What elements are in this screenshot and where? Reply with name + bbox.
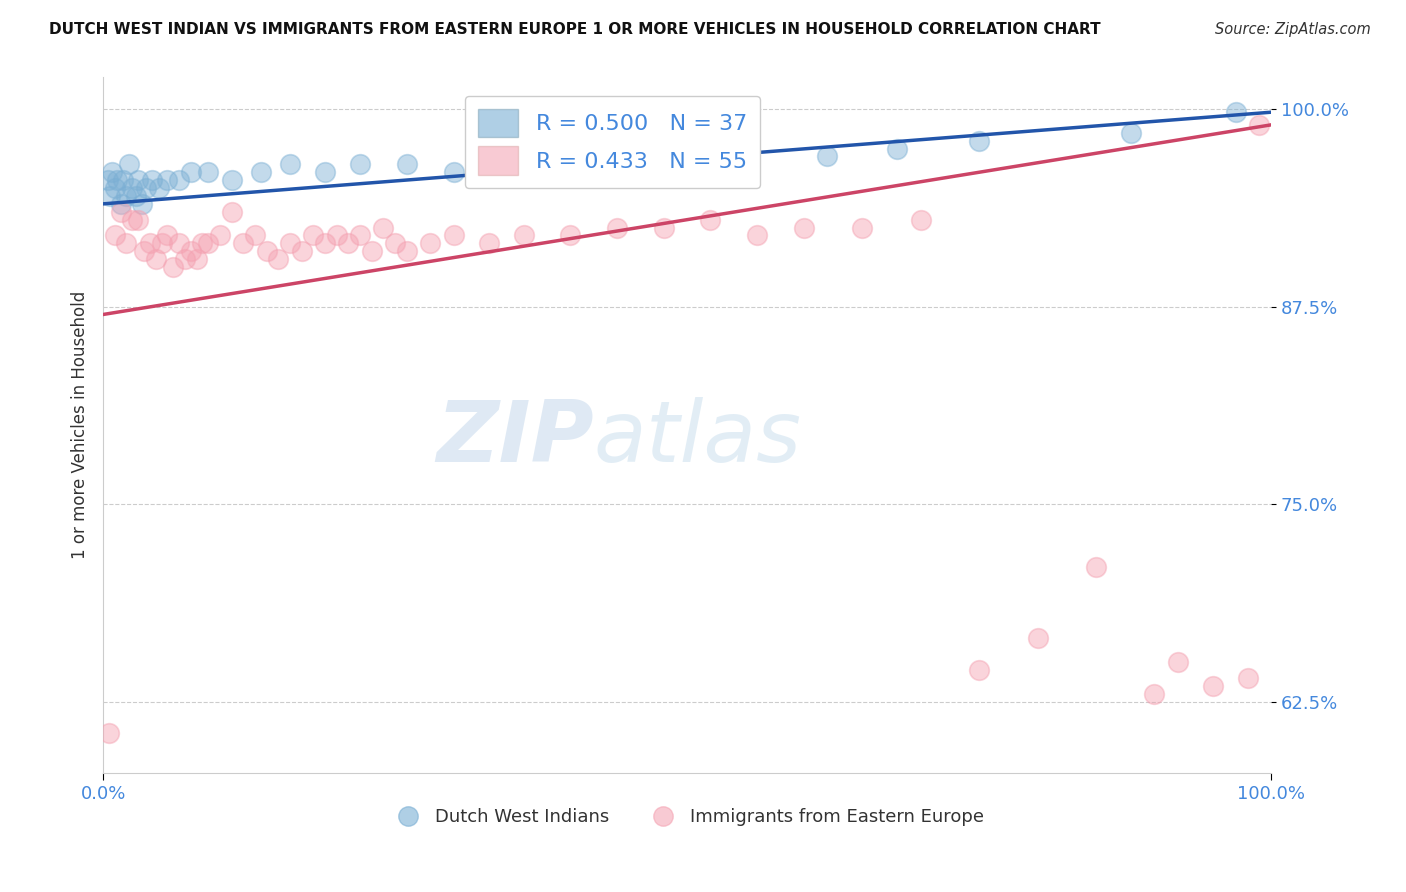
Y-axis label: 1 or more Vehicles in Household: 1 or more Vehicles in Household: [72, 291, 89, 559]
Point: [395, 157, 418, 171]
Point: [127, 173, 149, 187]
Point: [121, 181, 143, 195]
Point: [314, 165, 336, 179]
Text: DUTCH WEST INDIAN VS IMMIGRANTS FROM EASTERN EUROPE 1 OR MORE VEHICLES IN HOUSEH: DUTCH WEST INDIAN VS IMMIGRANTS FROM EAS…: [49, 22, 1101, 37]
Point: [118, 157, 141, 171]
Point: [886, 142, 908, 156]
Point: [135, 181, 157, 195]
Point: [851, 220, 873, 235]
Point: [221, 173, 243, 187]
Point: [127, 212, 149, 227]
Point: [1202, 679, 1225, 693]
Point: [1236, 671, 1258, 685]
Point: [267, 252, 290, 267]
Point: [98, 189, 121, 203]
Point: [325, 228, 347, 243]
Point: [815, 149, 838, 163]
Legend: Dutch West Indians, Immigrants from Eastern Europe: Dutch West Indians, Immigrants from East…: [382, 801, 991, 833]
Point: [606, 220, 628, 235]
Point: [208, 228, 231, 243]
Text: ZIP: ZIP: [436, 398, 593, 481]
Point: [115, 189, 138, 203]
Point: [349, 228, 371, 243]
Point: [180, 165, 202, 179]
Point: [156, 173, 179, 187]
Point: [115, 236, 138, 251]
Point: [373, 220, 395, 235]
Point: [249, 165, 271, 179]
Point: [384, 236, 406, 251]
Point: [232, 236, 254, 251]
Point: [125, 189, 148, 203]
Point: [221, 204, 243, 219]
Point: [105, 173, 128, 187]
Point: [197, 236, 219, 251]
Point: [167, 236, 190, 251]
Point: [256, 244, 278, 259]
Point: [111, 173, 134, 187]
Point: [186, 252, 208, 267]
Point: [477, 236, 499, 251]
Point: [560, 157, 582, 171]
Text: atlas: atlas: [593, 398, 801, 481]
Point: [302, 228, 325, 243]
Point: [101, 165, 124, 179]
Point: [699, 212, 721, 227]
Point: [278, 157, 301, 171]
Point: [1119, 126, 1142, 140]
Point: [278, 236, 301, 251]
Point: [139, 236, 162, 251]
Point: [1084, 560, 1107, 574]
Point: [395, 244, 418, 259]
Point: [148, 181, 170, 195]
Point: [104, 228, 127, 243]
Point: [560, 228, 582, 243]
Point: [191, 236, 214, 251]
Point: [443, 228, 465, 243]
Point: [1225, 105, 1247, 120]
Point: [141, 173, 163, 187]
Point: [104, 181, 127, 195]
Point: [967, 134, 990, 148]
Point: [121, 212, 143, 227]
Point: [131, 197, 153, 211]
Point: [145, 252, 167, 267]
Point: [652, 220, 675, 235]
Text: Source: ZipAtlas.com: Source: ZipAtlas.com: [1215, 22, 1371, 37]
Point: [747, 228, 769, 243]
Point: [501, 149, 523, 163]
Point: [132, 244, 155, 259]
Point: [1026, 632, 1049, 646]
Point: [97, 173, 120, 187]
Point: [173, 252, 195, 267]
Point: [337, 236, 360, 251]
Point: [967, 663, 990, 677]
Point: [156, 228, 179, 243]
Point: [360, 244, 382, 259]
Point: [150, 236, 173, 251]
Point: [676, 149, 699, 163]
Point: [180, 244, 202, 259]
Point: [110, 197, 132, 211]
Point: [793, 220, 815, 235]
Point: [1249, 118, 1271, 132]
Point: [162, 260, 184, 274]
Point: [167, 173, 190, 187]
Point: [110, 204, 132, 219]
Point: [1143, 687, 1166, 701]
Point: [617, 149, 640, 163]
Point: [512, 228, 534, 243]
Point: [243, 228, 266, 243]
Point: [98, 726, 121, 740]
Point: [910, 212, 932, 227]
Point: [734, 142, 756, 156]
Point: [419, 236, 441, 251]
Point: [314, 236, 336, 251]
Point: [443, 165, 465, 179]
Point: [291, 244, 314, 259]
Point: [349, 157, 371, 171]
Point: [197, 165, 219, 179]
Point: [1167, 655, 1189, 669]
